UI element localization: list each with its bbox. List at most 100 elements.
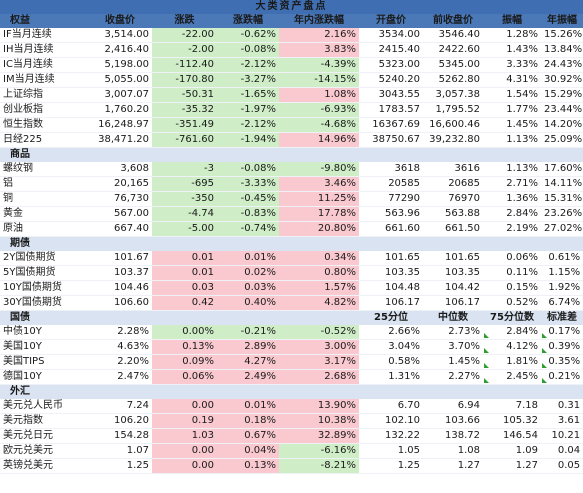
value-cell: 0.04 [541, 443, 583, 459]
asset-summary-table: 大类资产盘点 权益 收盘价 涨跌 涨跌幅 年内涨跌幅 开盘价 前收盘价 振幅 年振幅 IF当月连续 3… [0, 0, 583, 474]
section-header-cell [217, 310, 279, 325]
value-cell: 5345.00 [423, 57, 483, 73]
column-header-row: 权益 收盘价 涨跌 涨跌幅 年内涨跌幅 开盘价 前收盘价 振幅 年振幅 [0, 14, 583, 28]
value-cell: 1.43% [483, 42, 541, 58]
value-cell: 39,232.80 [423, 132, 483, 148]
table-row: 10Y国债期货 104.46 0.03 0.03% 1.57% 104.48 104.42 0… [0, 280, 583, 296]
value-cell: 2.66% [359, 325, 423, 340]
value-cell: 103.66 [423, 413, 483, 429]
section-header-cell [279, 236, 359, 251]
section-header-cell [88, 147, 152, 162]
value-cell: 567.00 [88, 206, 152, 222]
value-cell: 101.65 [423, 251, 483, 266]
value-cell: -0.08% [217, 162, 279, 177]
value-cell: 1.27 [423, 458, 483, 474]
value-cell: 11.25% [279, 191, 359, 207]
value-cell: -112.40 [152, 57, 217, 73]
value-text: 2.45% [506, 371, 538, 382]
section-header-cell [423, 384, 483, 399]
value-cell: 106.60 [88, 295, 152, 311]
value-cell: 105.32 [483, 413, 541, 429]
value-cell: 3616 [423, 162, 483, 177]
value-cell: 0.19 [152, 413, 217, 429]
section-title: 外汇 [0, 384, 88, 399]
column-header: 收盘价 [88, 14, 152, 28]
value-cell: 661.60 [359, 221, 423, 237]
value-cell: 103.35 [359, 265, 423, 281]
value-cell: 24.43% [541, 57, 583, 73]
value-cell: 2.71% [483, 176, 541, 192]
value-cell: -22.00 [152, 28, 217, 43]
value-cell: -3 [152, 162, 217, 177]
value-cell: 17.60% [541, 162, 583, 177]
table-row: 美元兑日元 154.28 1.03 0.67% 32.89% 132.22 138.72 14… [0, 428, 583, 444]
value-cell: 2.16% [279, 28, 359, 43]
value-cell: -0.74% [217, 221, 279, 237]
value-cell: -170.80 [152, 72, 217, 88]
value-cell: 0.13% [152, 339, 217, 355]
value-cell: 0.00 [152, 443, 217, 459]
section-header-cell [541, 147, 583, 162]
column-header: 前收盘价 [423, 14, 483, 28]
value-cell: 106.20 [88, 413, 152, 429]
value-cell: -0.45% [217, 191, 279, 207]
table-row: 美国10Y 4.63% 0.13% 2.89% 3.00% 3.04% 3.70% 4.12%… [0, 339, 583, 355]
value-cell: 1.15% [541, 265, 583, 281]
section-header-cell [217, 147, 279, 162]
value-cell: 30.92% [541, 72, 583, 88]
row-label: 创业板指 [0, 102, 88, 118]
value-cell: 3.00% [279, 339, 359, 355]
table-row: 中债10Y 2.28% 0.00% -0.21% -0.52% 2.66% 2.73% 2.8… [0, 325, 583, 340]
value-cell: 3.04% [359, 339, 423, 355]
value-cell: 0.35% [541, 354, 583, 370]
value-cell: 20685 [423, 176, 483, 192]
value-cell: 77290 [359, 191, 423, 207]
value-cell: 38750.67 [359, 132, 423, 148]
value-cell: -695 [152, 176, 217, 192]
value-cell: 104.48 [359, 280, 423, 296]
value-cell: 563.88 [423, 206, 483, 222]
value-cell: -4.39% [279, 57, 359, 73]
section-header-cell [423, 147, 483, 162]
value-cell: 3.17% [279, 354, 359, 370]
column-header: 开盘价 [359, 14, 423, 28]
value-cell: 138.72 [423, 428, 483, 444]
value-cell: 2415.40 [359, 42, 423, 58]
value-cell: 2.84% [483, 206, 541, 222]
value-cell: 32.89% [279, 428, 359, 444]
row-label: IF当月连续 [0, 28, 88, 43]
value-cell: 0.80% [279, 265, 359, 281]
row-label: 中债10Y [0, 325, 88, 340]
column-header: 涨跌 [152, 14, 217, 28]
section-header-cell: 75分位数 [483, 310, 541, 325]
value-cell: -3.27% [217, 72, 279, 88]
value-cell: 0.52% [483, 295, 541, 311]
value-cell: 1.07 [88, 443, 152, 459]
table-row: 德国10Y 2.47% 0.06% 2.49% 2.68% 1.31% 2.27% 2.45%… [0, 369, 583, 385]
corner-marker-icon [542, 378, 547, 383]
value-cell: 1.08% [279, 87, 359, 103]
value-cell: 0.42 [152, 295, 217, 311]
value-cell: -3.33% [217, 176, 279, 192]
value-cell: 103.35 [423, 265, 483, 281]
value-cell: 3043.55 [359, 87, 423, 103]
value-cell: 6.74% [541, 295, 583, 311]
value-cell: -351.49 [152, 117, 217, 133]
value-cell: 0.02% [217, 265, 279, 281]
table-row: 螺纹钢 3,608 -3 -0.08% -9.80% 3618 3616 1.13% 17.60… [0, 162, 583, 177]
title-row: 大类资产盘点 [0, 0, 583, 14]
row-label: 上证综指 [0, 87, 88, 103]
table-row: IM当月连续 5,055.00 -170.80 -3.27% -14.15% 5240.2… [0, 72, 583, 88]
value-cell: 4.63% [88, 339, 152, 355]
value-cell: -0.52% [279, 325, 359, 340]
value-cell: 102.10 [359, 413, 423, 429]
value-cell: -35.32 [152, 102, 217, 118]
table-row: 上证综指 3,007.07 -50.31 -1.65% 1.08% 3043.55 3,05… [0, 87, 583, 103]
value-cell: 15.31% [541, 191, 583, 207]
section-header-cell [483, 236, 541, 251]
value-cell: 0.39% [541, 339, 583, 355]
value-cell: -4.74 [152, 206, 217, 222]
value-cell: 1.08 [423, 443, 483, 459]
value-cell: 0.00 [152, 458, 217, 474]
row-label: 原油 [0, 221, 88, 237]
